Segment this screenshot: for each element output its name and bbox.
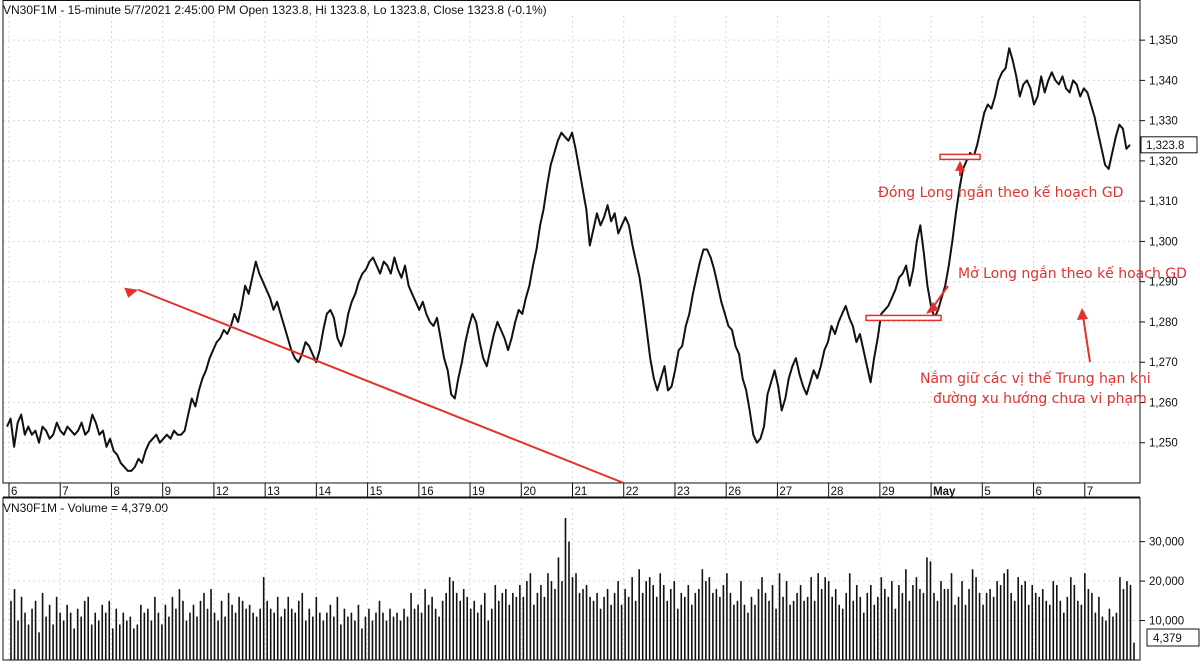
price-ytick-label: 1,260 — [1149, 397, 1178, 409]
price-header: VN30F1M - 15-minute 5/7/2021 2:45:00 PM … — [3, 3, 547, 17]
xtick-label: 7 — [62, 486, 68, 498]
open-annotation-text: Mở Long ngắn theo kế hoạch GD — [958, 265, 1187, 282]
xtick-label: 6 — [11, 486, 17, 498]
hold-arrowhead — [1077, 308, 1088, 320]
xtick-label: 8 — [113, 486, 119, 498]
xtick-label: 6 — [1036, 486, 1042, 498]
volume-ytick-label: 10,000 — [1149, 616, 1184, 628]
close-annotation-text: Đóng Long ngắn theo kế hoạch GD — [878, 184, 1123, 201]
hold-arrow — [1082, 315, 1091, 363]
volume-ytick-label: 30,000 — [1149, 537, 1184, 549]
open-level-marker — [865, 314, 942, 322]
xtick-label: 19 — [472, 486, 485, 498]
xtick-label: 26 — [728, 486, 741, 498]
last-price-label: 1,323.8 — [1146, 140, 1184, 152]
grid — [3, 16, 1140, 660]
price-ytick-label: 1,310 — [1149, 196, 1178, 208]
volume-panel-frame — [2, 497, 1141, 661]
price-ytick-label: 1,320 — [1149, 156, 1178, 168]
price-ytick-label: 1,280 — [1149, 317, 1178, 329]
hold-annotation-line1: Nắm giữ các vị thế Trung hạn khi — [920, 370, 1151, 387]
xtick-label: 23 — [677, 486, 690, 498]
price-panel: 1,323.8 — [6, 47, 1198, 472]
xtick-label: 12 — [216, 486, 229, 498]
last-price-box — [1140, 136, 1198, 154]
annotations: Đóng Long ngắn theo kế hoạch GD Mở Long n… — [124, 153, 1187, 484]
price-ytick-label: 1,290 — [1149, 277, 1178, 289]
price-line — [6, 47, 1131, 472]
price-ytick-label: 1,250 — [1149, 438, 1178, 450]
hold-annotation-line2: đường xu hướng chưa vi phạm — [933, 391, 1147, 407]
trendline — [137, 288, 625, 484]
open-arrowhead — [926, 301, 939, 314]
xtick-label: May — [933, 486, 956, 498]
xtick-label: 5 — [984, 486, 990, 498]
xtick-label: 9 — [165, 486, 171, 498]
trendline-arrowhead — [124, 287, 139, 298]
price-ytick-label: 1,350 — [1149, 35, 1178, 47]
xtick-label: 21 — [575, 486, 588, 498]
price-ytick-label: 1,330 — [1149, 116, 1178, 128]
xtick-label: 14 — [318, 486, 331, 498]
close-arrowhead — [955, 160, 965, 171]
axes: 1,250 1,260 1,270 1,280 1,290 1,300 1,310 1,320… — [2, 0, 1184, 661]
xtick-label: 28 — [831, 486, 844, 498]
volume-ytick-label: 20,000 — [1149, 576, 1184, 588]
price-ytick-label: 1,340 — [1149, 75, 1178, 87]
xtick-label: 13 — [267, 486, 280, 498]
xtick-label: 7 — [1087, 486, 1093, 498]
close-level-marker — [939, 153, 981, 161]
volume-header: VN30F1M - Volume = 4,379.00 — [3, 501, 169, 515]
xtick-label: 22 — [626, 486, 639, 498]
xtick-label: 20 — [523, 486, 536, 498]
xtick-label: 15 — [370, 486, 383, 498]
xtick-label: 16 — [421, 486, 434, 498]
price-panel-frame — [2, 0, 1141, 484]
xtick-label: 29 — [882, 486, 895, 498]
last-volume-box — [1146, 628, 1200, 647]
price-ytick-label: 1,300 — [1149, 236, 1178, 248]
xtick-label: 27 — [779, 486, 792, 498]
volume-panel: 4,379 — [10, 517, 1200, 660]
price-ytick-label: 1,270 — [1149, 357, 1178, 369]
last-volume-label: 4,379 — [1153, 633, 1182, 645]
